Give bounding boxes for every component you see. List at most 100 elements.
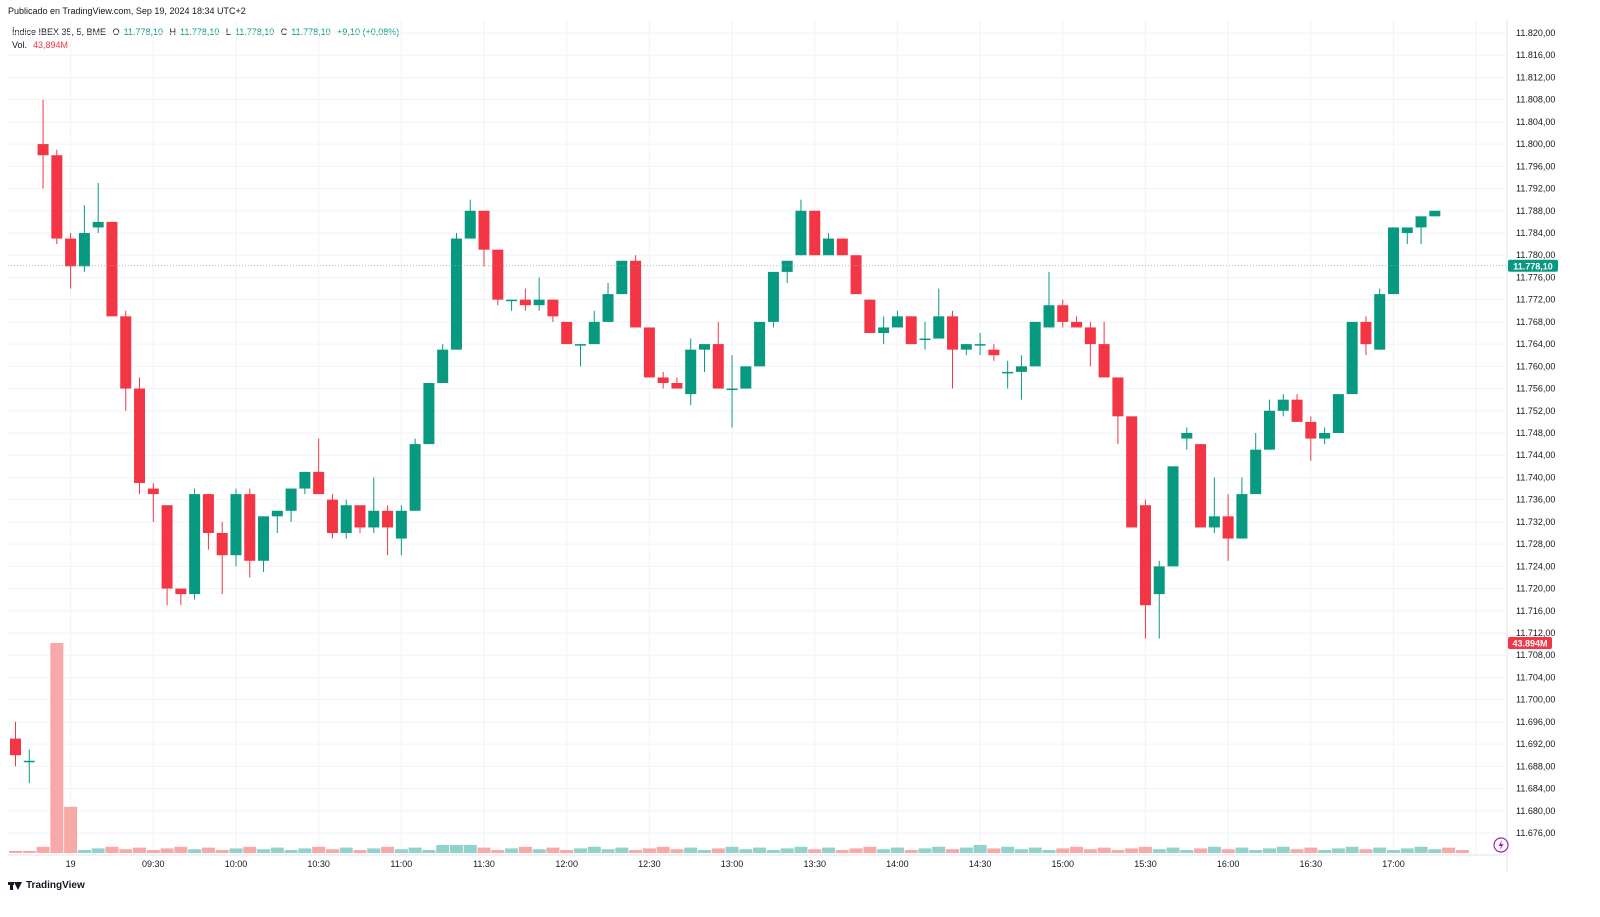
candle xyxy=(1208,477,1220,533)
candle xyxy=(409,438,421,511)
volume-bar xyxy=(587,846,601,853)
open-value: 11.778,10 xyxy=(123,27,163,37)
price-tick-label: 11.804,00 xyxy=(1516,117,1555,127)
volume-bar xyxy=(656,846,670,853)
candle-body xyxy=(588,321,600,345)
candle xyxy=(506,299,518,311)
candle-body xyxy=(230,494,242,556)
volume-bar xyxy=(560,850,574,853)
candle xyxy=(1305,416,1317,461)
volume-bar xyxy=(449,845,463,853)
high-value: 11.778,10 xyxy=(179,27,220,37)
time-tick-label: 17:00 xyxy=(1382,859,1405,869)
volume-bar xyxy=(36,846,50,853)
candle xyxy=(106,221,118,317)
candle xyxy=(533,277,545,311)
candle-body xyxy=(134,388,146,483)
candle-body xyxy=(974,344,986,346)
volume-bar xyxy=(946,849,960,853)
candle-body xyxy=(781,260,793,272)
volume-bar xyxy=(1304,847,1318,853)
time-tick-label: 10:00 xyxy=(225,859,248,869)
price-tick-label: 11.780,00 xyxy=(1516,250,1555,260)
symbol-label[interactable]: Índice IBEX 35, 5, BME xyxy=(12,27,107,37)
candle xyxy=(809,210,821,256)
candle-body xyxy=(478,210,490,250)
candle-body xyxy=(1263,410,1275,450)
candle xyxy=(947,310,959,389)
price-tick-label: 11.820,00 xyxy=(1516,28,1555,38)
candle-body xyxy=(340,505,352,533)
price-tick-label: 11.812,00 xyxy=(1516,72,1555,82)
volume-bar xyxy=(1235,847,1249,853)
volume-bar xyxy=(298,848,312,853)
candle xyxy=(120,310,132,411)
candle-body xyxy=(1388,227,1399,295)
volume-bar xyxy=(491,850,505,853)
volume-bar xyxy=(1138,846,1152,853)
volume-bar xyxy=(725,846,739,853)
candle xyxy=(1153,560,1165,639)
candle-body xyxy=(492,249,504,300)
volume-bar xyxy=(1262,848,1276,853)
candle xyxy=(933,288,945,339)
price-tick-label: 11.700,00 xyxy=(1516,695,1555,705)
volume-bar xyxy=(601,849,615,853)
candle-body xyxy=(258,516,270,561)
volume-bar xyxy=(766,850,780,853)
candle xyxy=(960,344,972,356)
price-tick-label: 11.816,00 xyxy=(1516,50,1555,60)
candle xyxy=(23,749,35,783)
candle xyxy=(189,488,201,600)
candle xyxy=(161,505,173,606)
price-tick-label: 11.784,00 xyxy=(1516,228,1555,238)
candle-body xyxy=(574,344,586,346)
tradingview-brand[interactable]: TradingView xyxy=(8,880,85,891)
candle xyxy=(313,438,325,495)
volume-bar xyxy=(753,847,767,853)
candle xyxy=(492,249,504,306)
candle xyxy=(1084,321,1096,367)
candle-body xyxy=(1071,321,1083,328)
candle xyxy=(850,255,862,295)
volume-bar xyxy=(105,846,119,853)
candle xyxy=(864,299,876,333)
candle xyxy=(1181,427,1193,450)
volume-bar xyxy=(229,848,243,853)
candle-body xyxy=(326,499,338,533)
candle xyxy=(547,299,559,322)
volume-bar xyxy=(119,849,133,853)
candle xyxy=(602,283,614,322)
candle-body xyxy=(712,344,724,389)
candle xyxy=(202,494,214,550)
volume-bar xyxy=(959,847,973,853)
candle-body xyxy=(244,494,256,561)
lightning-icon[interactable] xyxy=(1493,837,1509,853)
time-tick-label: 09:30 xyxy=(142,859,165,869)
candle xyxy=(878,316,890,345)
candle xyxy=(1346,321,1358,395)
candle-body xyxy=(1277,399,1289,411)
volume-bar xyxy=(1221,849,1235,853)
candle-body xyxy=(643,327,655,378)
candle-body xyxy=(78,233,90,267)
candle xyxy=(699,344,710,372)
candle xyxy=(836,238,848,256)
candle-body xyxy=(409,444,421,511)
volume-bar xyxy=(932,846,946,853)
candle-body xyxy=(1112,377,1124,417)
candle xyxy=(657,371,669,389)
candle xyxy=(1360,316,1372,356)
candle-body xyxy=(189,494,201,595)
candle xyxy=(271,510,283,533)
candle xyxy=(1401,227,1413,245)
last-volume-label: 43.894M xyxy=(1512,639,1547,649)
candle xyxy=(230,488,242,567)
volume-bar xyxy=(381,846,395,853)
candle-body xyxy=(933,316,945,339)
candle xyxy=(382,505,394,556)
candle xyxy=(134,377,146,495)
time-axis: 19 09:30 10:00 10:30 11:00 11:30 12:00 12:30 13:… xyxy=(8,854,1507,869)
lightning-icon-bolt xyxy=(1498,840,1504,850)
